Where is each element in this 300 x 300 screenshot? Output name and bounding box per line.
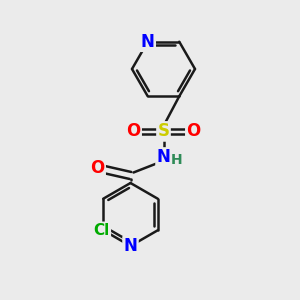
Text: N: N (124, 237, 137, 255)
Text: O: O (126, 122, 141, 140)
Text: O: O (90, 159, 105, 177)
Text: N: N (141, 33, 155, 51)
Text: S: S (158, 122, 169, 140)
Text: Cl: Cl (94, 223, 110, 238)
Text: O: O (186, 122, 201, 140)
Text: H: H (171, 154, 183, 167)
Text: N: N (157, 148, 170, 166)
